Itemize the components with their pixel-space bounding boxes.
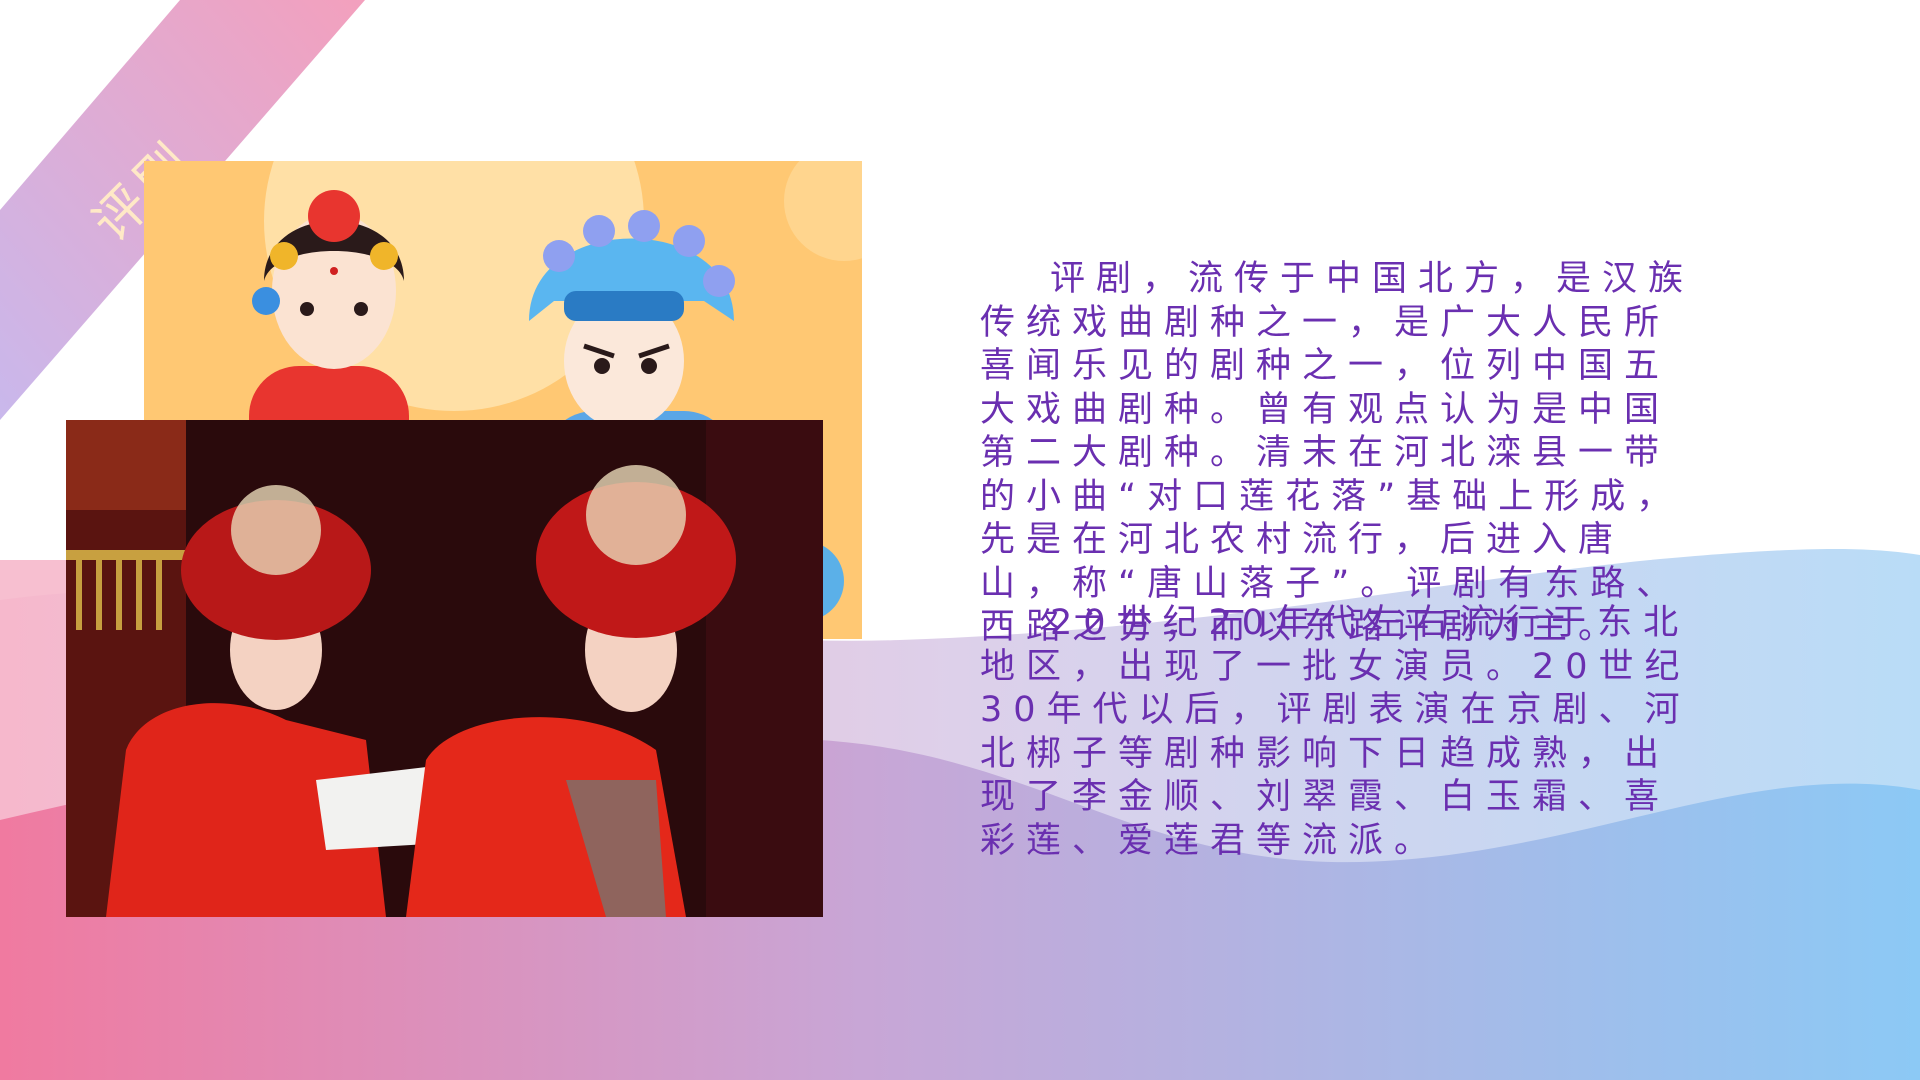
paragraph-2-text: 20世纪20年代左右流行于东北地区，出现了一批女演员。20世纪30年代以后，评剧… (980, 603, 1691, 861)
paragraph-history: 评剧，流传于中国北方，是汉族传统戏曲剧种之一，是广大人民所喜闻乐见的剧种之一，位… (980, 258, 1715, 650)
opera-performers-photo (66, 420, 823, 917)
paragraph-development: 20世纪20年代左右流行于东北地区，出现了一批女演员。20世纪30年代以后，评剧… (980, 602, 1715, 863)
paragraph-1-text: 评剧，流传于中国北方，是汉族传统戏曲剧种之一，是广大人民所喜闻乐见的剧种之一，位… (980, 259, 1695, 647)
